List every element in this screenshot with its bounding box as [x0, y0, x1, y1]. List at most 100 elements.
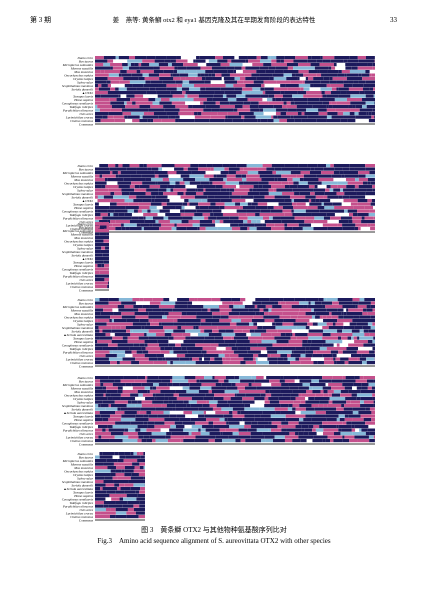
- alignment-cell: [297, 112, 302, 116]
- alignment-cell: [161, 202, 167, 206]
- alignment-cell: [284, 91, 298, 95]
- alignment-cell: [123, 376, 138, 380]
- alignment-cell: [142, 305, 150, 309]
- alignment-cell: [112, 476, 118, 480]
- alignment-cell: [134, 94, 144, 98]
- alignment-cell: [333, 343, 337, 347]
- alignment-cell: [120, 379, 135, 383]
- alignment-cell: [100, 404, 109, 408]
- alignment-cell: [370, 202, 375, 206]
- alignment-cell: [245, 298, 256, 302]
- alignment-cell: [158, 63, 169, 67]
- alignment-cell: [110, 315, 122, 319]
- alignment-cell: [358, 301, 371, 305]
- alignment-cell: [231, 298, 241, 302]
- alignment-cell: [110, 213, 114, 217]
- alignment-cell: [203, 66, 212, 70]
- species-label: Xenopus laevis: [72, 94, 94, 98]
- alignment-cell: [308, 432, 317, 436]
- alignment-cell: [227, 112, 239, 116]
- alignment-cell: [327, 70, 339, 74]
- alignment-cell: [346, 73, 359, 77]
- alignment-cell: [300, 400, 306, 404]
- alignment-cell: [239, 206, 243, 210]
- alignment-cell: [342, 435, 345, 439]
- consensus-label: Consensus: [79, 442, 94, 446]
- alignment-cell: [231, 227, 241, 231]
- alignment-cell: [323, 195, 328, 199]
- alignment-cell: [223, 397, 231, 401]
- alignment-cell: [275, 322, 283, 326]
- alignment-cell: [210, 213, 214, 217]
- alignment-cell: [121, 494, 127, 498]
- alignment-cell: [235, 202, 241, 206]
- alignment-cell: [185, 336, 191, 340]
- alignment-cell: [122, 357, 136, 361]
- alignment-cell: [135, 404, 142, 408]
- alignment-cell: [257, 326, 263, 330]
- species-label: Ovis aries: [80, 432, 94, 436]
- alignment-cell: [160, 428, 170, 432]
- species-label: ▲OTX2: [82, 257, 93, 261]
- alignment-cell: [334, 213, 349, 217]
- alignment-cell: [351, 354, 362, 358]
- alignment-cell: [327, 421, 343, 425]
- alignment-cell: [322, 432, 335, 436]
- alignment-cell: [351, 425, 355, 429]
- alignment-cell: [358, 73, 362, 77]
- alignment-cell: [197, 227, 200, 231]
- alignment-cell: [188, 199, 202, 203]
- alignment-cell: [107, 178, 124, 182]
- alignment-cell: [214, 439, 223, 443]
- alignment-cell: [195, 326, 199, 330]
- alignment-cell: [361, 386, 368, 390]
- alignment-cell: [177, 70, 185, 74]
- alignment-cell: [194, 115, 211, 119]
- alignment-cell: [297, 77, 300, 81]
- consensus-row: [95, 123, 375, 125]
- alignment-cell: [110, 63, 123, 67]
- alignment-cell: [290, 174, 297, 178]
- alignment-cell: [240, 298, 246, 302]
- alignment-cell: [139, 452, 144, 456]
- alignment-cell: [320, 80, 330, 84]
- alignment-cell: [319, 70, 328, 74]
- alignment-cell: [307, 59, 317, 63]
- alignment-cell: [229, 305, 234, 309]
- alignment-cell: [366, 105, 375, 109]
- alignment-cell: [261, 439, 266, 443]
- alignment-cell: [149, 223, 153, 227]
- alignment-cell: [354, 167, 366, 171]
- alignment-cell: [370, 223, 375, 227]
- alignment-cell: [180, 77, 186, 81]
- alignment-cell: [195, 435, 202, 439]
- alignment-cell: [296, 326, 306, 330]
- alignment-cell: [161, 119, 176, 123]
- alignment-cell: [274, 94, 283, 98]
- alignment-cell: [284, 164, 295, 168]
- alignment-cell: [321, 112, 328, 116]
- species-label: Homo sapiens: [73, 98, 93, 102]
- alignment-cell: [194, 195, 208, 199]
- alignment-cell: [231, 347, 238, 351]
- alignment-cell: [149, 301, 161, 305]
- alignment-cell: [321, 202, 324, 206]
- alignment-cell: [215, 383, 222, 387]
- alignment-cell: [114, 305, 118, 309]
- alignment-cell: [366, 308, 373, 312]
- alignment-cell: [213, 213, 223, 217]
- alignment-cell: [295, 319, 310, 323]
- alignment-cell: [365, 80, 375, 84]
- alignment-cell: [139, 115, 143, 119]
- alignment-cell: [155, 56, 167, 60]
- alignment-cell: [338, 411, 353, 415]
- alignment-cell: [95, 119, 101, 123]
- species-label: Salmo salar: [77, 188, 94, 192]
- alignment-cell: [245, 59, 249, 63]
- alignment-cell: [196, 56, 200, 60]
- alignment-cell: [133, 308, 139, 312]
- alignment-cell: [285, 301, 300, 305]
- alignment-cell: [326, 108, 336, 112]
- alignment-cell: [163, 84, 167, 88]
- alignment-cell: [337, 308, 344, 312]
